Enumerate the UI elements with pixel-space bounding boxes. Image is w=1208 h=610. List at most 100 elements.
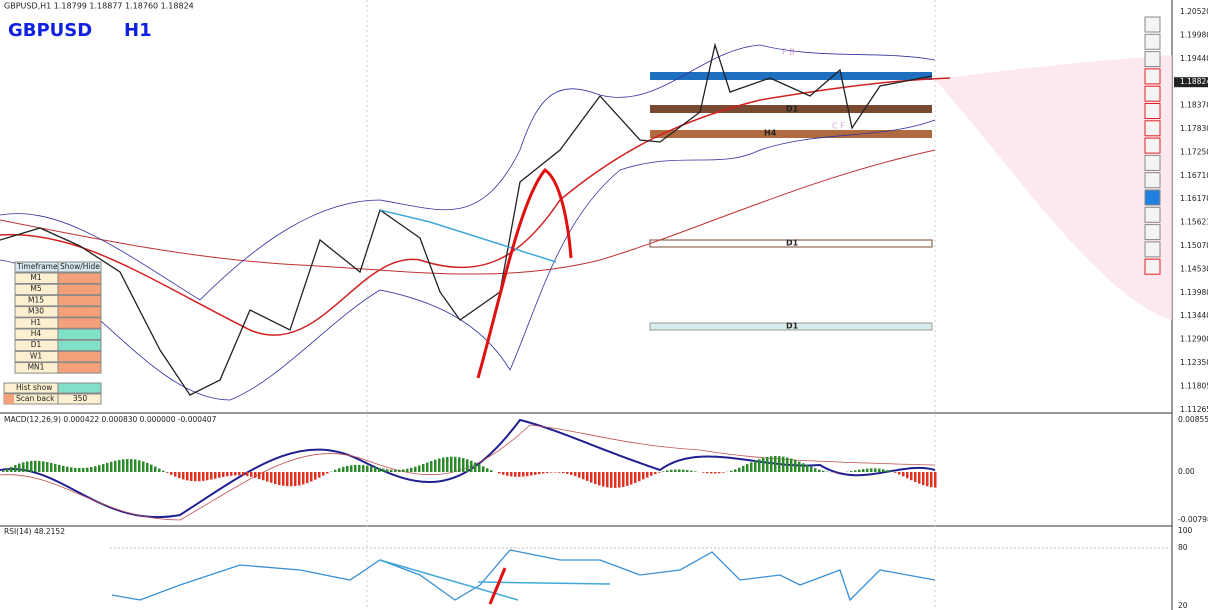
tool-button[interactable] bbox=[1144, 189, 1161, 206]
bollinger-lower bbox=[0, 119, 936, 401]
hist-bar bbox=[438, 458, 441, 472]
arrow-curve bbox=[476, 168, 573, 379]
price bbox=[0, 42, 933, 396]
hist-bar bbox=[538, 472, 541, 475]
hist-bar bbox=[230, 472, 233, 476]
hist-bar bbox=[38, 460, 41, 472]
hist-bar bbox=[870, 468, 873, 472]
tool-button[interactable] bbox=[1144, 33, 1161, 50]
hist-bar bbox=[746, 464, 749, 472]
tf-toggle[interactable] bbox=[57, 339, 102, 352]
tool-button[interactable] bbox=[1144, 154, 1161, 171]
hist-bar bbox=[462, 458, 465, 472]
symbol-info: GBPUSD,H1 1.18799 1.18877 1.18760 1.1882… bbox=[4, 2, 194, 11]
tf-name: H1 bbox=[31, 318, 42, 327]
arrow bbox=[488, 567, 507, 605]
hist-bar bbox=[442, 457, 445, 472]
tool-button[interactable] bbox=[1144, 85, 1161, 102]
hist-bar bbox=[258, 472, 261, 479]
price-tick: 1.11805 bbox=[1180, 381, 1208, 390]
hist-bar bbox=[478, 464, 481, 472]
hist-bar bbox=[658, 472, 661, 473]
title-timeframe: H1 bbox=[124, 20, 152, 41]
hist-bar bbox=[490, 470, 493, 472]
macd-label: MACD(12,26,9) 0.000422 0.000830 0.000000… bbox=[4, 415, 217, 424]
hist-bar bbox=[654, 472, 657, 475]
hist-bar bbox=[14, 465, 17, 472]
tf-toggle[interactable] bbox=[57, 317, 102, 329]
hist-bar bbox=[702, 472, 705, 473]
hist-bar bbox=[286, 472, 289, 487]
hist-bar bbox=[266, 472, 269, 482]
tool-button[interactable] bbox=[1144, 224, 1161, 241]
tf-toggle[interactable] bbox=[57, 306, 102, 318]
hist-bar bbox=[622, 472, 625, 487]
tf-name: H4 bbox=[31, 329, 42, 338]
tf-toggle[interactable] bbox=[57, 362, 102, 374]
hist-bar bbox=[222, 472, 225, 477]
hist-bar bbox=[878, 468, 881, 472]
tf-name: M5 bbox=[30, 284, 41, 293]
hist-bar bbox=[750, 462, 753, 472]
hist-bar bbox=[110, 461, 113, 472]
hist-bar bbox=[474, 462, 477, 472]
hist-bar bbox=[322, 472, 325, 476]
hist-bar bbox=[162, 470, 165, 472]
hist-bar bbox=[202, 472, 205, 481]
tool-button[interactable] bbox=[1144, 68, 1161, 85]
hist-bar bbox=[446, 456, 449, 472]
tf-toggle[interactable] bbox=[57, 272, 102, 284]
hist-bar bbox=[666, 470, 669, 472]
tf-toggle[interactable] bbox=[57, 283, 102, 296]
hist-bar bbox=[486, 468, 489, 472]
fib-label: F B bbox=[782, 48, 795, 57]
tool-button[interactable] bbox=[1144, 137, 1161, 154]
hist-bar bbox=[922, 472, 925, 486]
hist-bar bbox=[390, 469, 393, 472]
tool-button[interactable] bbox=[1144, 206, 1161, 223]
hist-toggle[interactable] bbox=[57, 382, 102, 394]
hist-bar bbox=[386, 469, 389, 472]
hist-bar bbox=[790, 458, 793, 472]
hist-bar bbox=[558, 472, 561, 473]
price-tick: 1.18370 bbox=[1180, 101, 1208, 110]
tf-toggle[interactable] bbox=[57, 328, 102, 340]
hist-bar bbox=[426, 462, 429, 472]
hist-bar bbox=[350, 465, 353, 472]
tf-toggle[interactable] bbox=[57, 294, 102, 307]
tf-toggle[interactable] bbox=[57, 350, 102, 363]
rsi-label: RSI(14) 48.2152 bbox=[4, 527, 65, 536]
header-cell bbox=[57, 261, 102, 273]
hist-bar bbox=[142, 461, 145, 472]
hist-bar bbox=[662, 471, 665, 472]
tool-button[interactable] bbox=[1144, 258, 1161, 275]
tool-button[interactable] bbox=[1144, 51, 1161, 68]
tool-button[interactable] bbox=[1144, 172, 1161, 189]
hist-bar bbox=[114, 460, 117, 472]
ma-slow bbox=[0, 149, 936, 275]
header-text: Timeframe bbox=[16, 262, 58, 271]
rsi-tick: 100 bbox=[1178, 526, 1193, 535]
tool-button[interactable] bbox=[1144, 120, 1161, 137]
scan-input[interactable] bbox=[57, 393, 102, 405]
hist-bar bbox=[26, 461, 29, 472]
hist-bar bbox=[810, 466, 813, 472]
hist-bar bbox=[70, 467, 73, 472]
price-tick: 1.16710 bbox=[1180, 171, 1208, 180]
tool-button[interactable] bbox=[1144, 241, 1161, 258]
tool-button[interactable] bbox=[1144, 16, 1161, 33]
hist-bar bbox=[34, 460, 37, 472]
tool-button[interactable] bbox=[1144, 103, 1161, 119]
hist-bar bbox=[158, 468, 161, 472]
hist-bar bbox=[394, 469, 397, 472]
hist-bar bbox=[682, 469, 685, 472]
hist-bar bbox=[30, 460, 33, 472]
hist-bar bbox=[526, 472, 529, 477]
hist-bar bbox=[678, 469, 681, 472]
hist-bar bbox=[294, 472, 297, 487]
hist-bar bbox=[358, 464, 361, 472]
hist-bar bbox=[762, 457, 765, 472]
price-tick: 1.14530 bbox=[1180, 264, 1208, 273]
hist-bar bbox=[170, 472, 173, 475]
hist-bar bbox=[674, 469, 677, 472]
